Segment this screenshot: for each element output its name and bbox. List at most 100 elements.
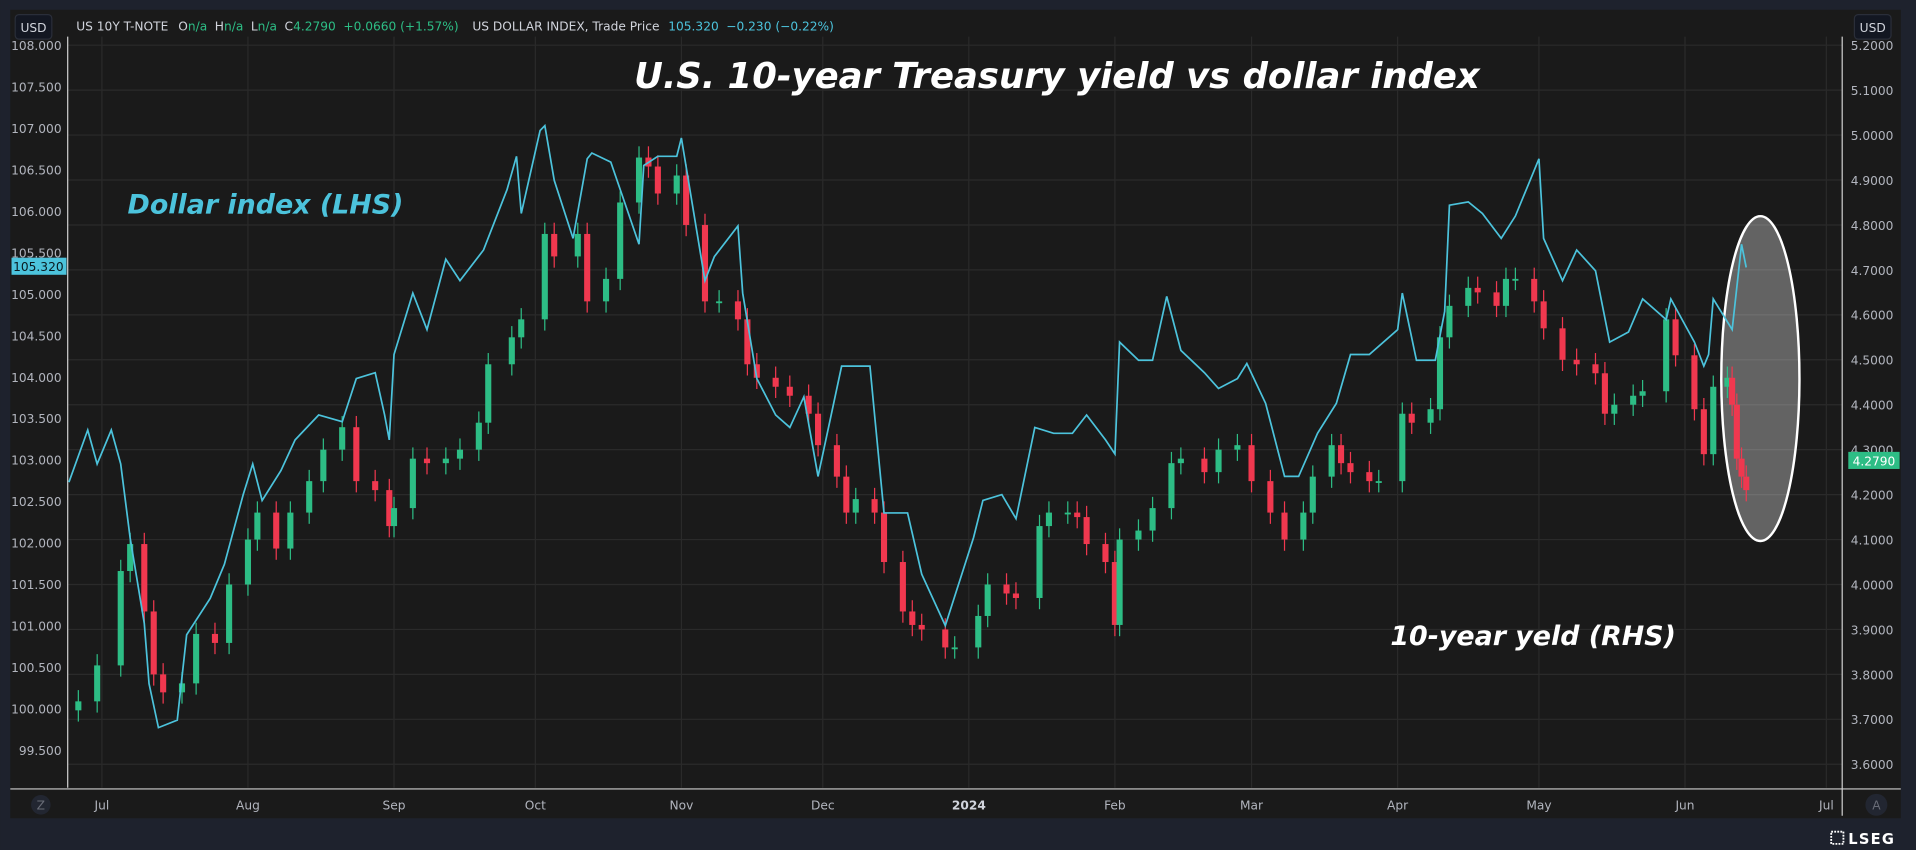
yield-candle [423, 447, 431, 475]
yield-candle [1012, 582, 1020, 610]
candle-body [635, 157, 643, 203]
yield-candle [485, 353, 492, 434]
left-tick-label: 103.000 [11, 454, 61, 468]
candle-body [984, 584, 991, 616]
currency-button-right[interactable] [1853, 14, 1892, 40]
candle-body [178, 683, 186, 693]
yield-candle [1474, 276, 1481, 304]
candle-body [673, 175, 680, 194]
left-tick-label: 101.000 [11, 620, 61, 634]
time-tick-label: Mar [1240, 799, 1264, 813]
yield-candle [1729, 366, 1736, 416]
zoom-button[interactable] [31, 795, 51, 815]
yield-candle [1036, 514, 1043, 610]
candle-body [409, 458, 416, 509]
yield-candle [456, 438, 464, 470]
candle-body [1436, 337, 1444, 410]
candle-body [551, 233, 558, 257]
yield-change: +0.0660 (+1.57%) [343, 20, 458, 34]
yield-candle [353, 415, 360, 493]
yield-candle [372, 469, 379, 502]
candle-body [1639, 391, 1646, 396]
candle-body [423, 458, 431, 464]
lseg-logo-icon [1830, 830, 1845, 845]
currency-button-left[interactable] [14, 14, 53, 40]
candle-body [1064, 512, 1071, 515]
candle-body [1248, 445, 1255, 482]
yield-candle [673, 164, 680, 205]
yield-candle [734, 290, 742, 331]
left-tick-label: 108.000 [11, 39, 61, 53]
candle-body [160, 674, 167, 693]
candle-body [306, 481, 313, 513]
yield-candle [1436, 326, 1444, 421]
yield-candle [442, 447, 449, 475]
yield-candle [211, 622, 219, 655]
candle-body [1012, 593, 1020, 598]
candle-body [456, 449, 464, 459]
time-tick-label: Dec [811, 799, 835, 813]
right-tick-label: 3.7000 [1851, 713, 1894, 727]
currency-right: USD [1860, 21, 1886, 35]
candle-body [617, 202, 624, 279]
right-tick-label: 3.9000 [1851, 623, 1894, 637]
yield-candle [1601, 362, 1608, 425]
left-axis[interactable]: 99.500 100.000 100.500 101.000 101.500 102.00… [11, 39, 61, 758]
zoom-button-label: Z [37, 799, 45, 813]
time-tick-label: Jul [1818, 799, 1834, 813]
yield-candle [1309, 465, 1316, 524]
time-axis[interactable]: Jul Aug Sep Oct Nov Dec 2024 Feb Mar Apr May Jun Jul [94, 799, 1834, 813]
yield-candle [1446, 294, 1453, 349]
candle-body [574, 233, 581, 257]
candle-body [386, 490, 393, 527]
right-tick-label: 4.7000 [1851, 264, 1894, 278]
time-tick-label: Aug [236, 799, 260, 813]
yield-candle [1733, 393, 1740, 470]
yield-candle [1672, 308, 1679, 367]
candle-body [1729, 377, 1736, 405]
candle-body [918, 624, 925, 630]
auto-scale-button[interactable] [1865, 793, 1888, 816]
yield-candle [984, 573, 991, 628]
yield-candle [1540, 290, 1547, 340]
yield-candle [1465, 276, 1472, 318]
time-tick-label: Jun [1674, 799, 1694, 813]
yield-candle [584, 222, 591, 313]
yield-candle [160, 663, 167, 704]
yield-candle [1512, 267, 1519, 291]
right-axis[interactable]: 3.6000 3.7000 3.8000 3.9000 4.0000 4.1000 4.20… [1851, 39, 1894, 772]
yield-candle [508, 326, 515, 376]
left-tick-label: 100.000 [11, 702, 61, 716]
yield-candle [786, 375, 793, 407]
auto-scale-button-label: A [1872, 799, 1881, 813]
candle-body [1427, 409, 1434, 423]
yield-candle [518, 308, 525, 349]
right-tick-label: 3.8000 [1851, 668, 1894, 682]
candle-body [744, 319, 751, 365]
yield-candle [1366, 460, 1373, 493]
yield-candle [654, 155, 661, 205]
time-tick-label: May [1526, 799, 1551, 813]
right-tick-label: 3.6000 [1851, 758, 1894, 772]
candle-body [193, 633, 200, 684]
candle-body [1512, 278, 1519, 281]
dollar-last-price-tag [11, 257, 67, 275]
left-tick-label: 106.000 [11, 205, 61, 219]
candle-body [353, 427, 360, 482]
yield-candle [1743, 465, 1750, 502]
candle-body [127, 544, 134, 572]
candle-body [541, 233, 548, 320]
candle-body [1408, 413, 1415, 423]
yield-candle [574, 222, 581, 268]
yield-candle [390, 496, 398, 538]
right-tick-label: 4.4000 [1851, 399, 1894, 413]
candle-body [1366, 472, 1373, 482]
left-tick-label: 106.500 [11, 163, 61, 177]
left-tick-label: 102.500 [11, 495, 61, 509]
candle-body [1592, 364, 1599, 374]
yield-candle [541, 222, 548, 331]
yield-candle [1135, 519, 1142, 551]
candle-body [518, 319, 525, 338]
yield-candle [273, 501, 280, 560]
